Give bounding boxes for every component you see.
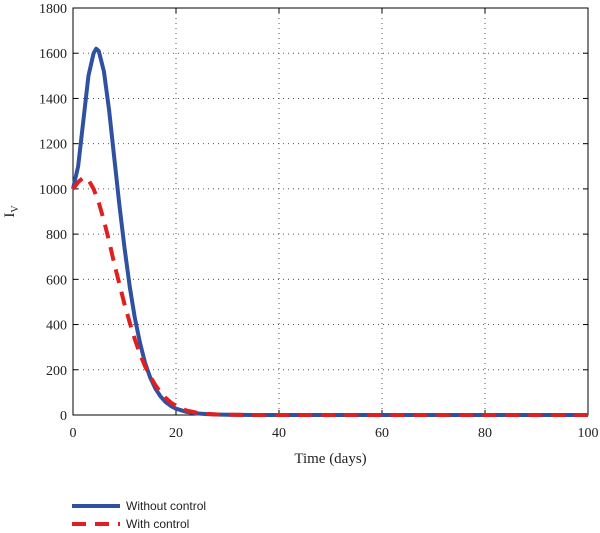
x-tick-label: 60 [375,426,389,441]
series-line-with-control [71,175,588,417]
x-tick-label: 0 [70,426,77,441]
y-tick-label: 600 [46,273,67,288]
series-line-without-control [71,46,588,417]
x-axis-title: Time (days) [294,451,366,467]
y-tick-label: 1400 [39,92,67,107]
y-tick-label: 1000 [39,183,67,198]
legend-label-without-control: Without control [126,499,206,513]
legend: Without control With control [72,499,206,531]
series-lines [71,46,588,417]
grid [73,8,588,415]
x-tick-label: 80 [478,426,492,441]
legend-label-with-control: With control [126,517,189,531]
plot-frame [72,7,589,416]
y-tick-label: 1600 [39,47,67,62]
y-tick-label: 400 [46,319,67,334]
y-tick-label: 1200 [39,138,67,153]
y-tick-label: 0 [60,409,67,424]
y-tick-label: 800 [46,228,67,243]
x-tick-label: 20 [169,426,183,441]
y-axis-title: IV [2,205,21,218]
y-axis-title-subscript: V [10,205,21,213]
x-tick-label: 40 [272,426,286,441]
y-tick-label: 1800 [39,2,67,17]
y-axis-title-main: I [2,213,18,218]
y-tick-label: 200 [46,364,67,379]
x-tick-label: 100 [578,426,599,441]
